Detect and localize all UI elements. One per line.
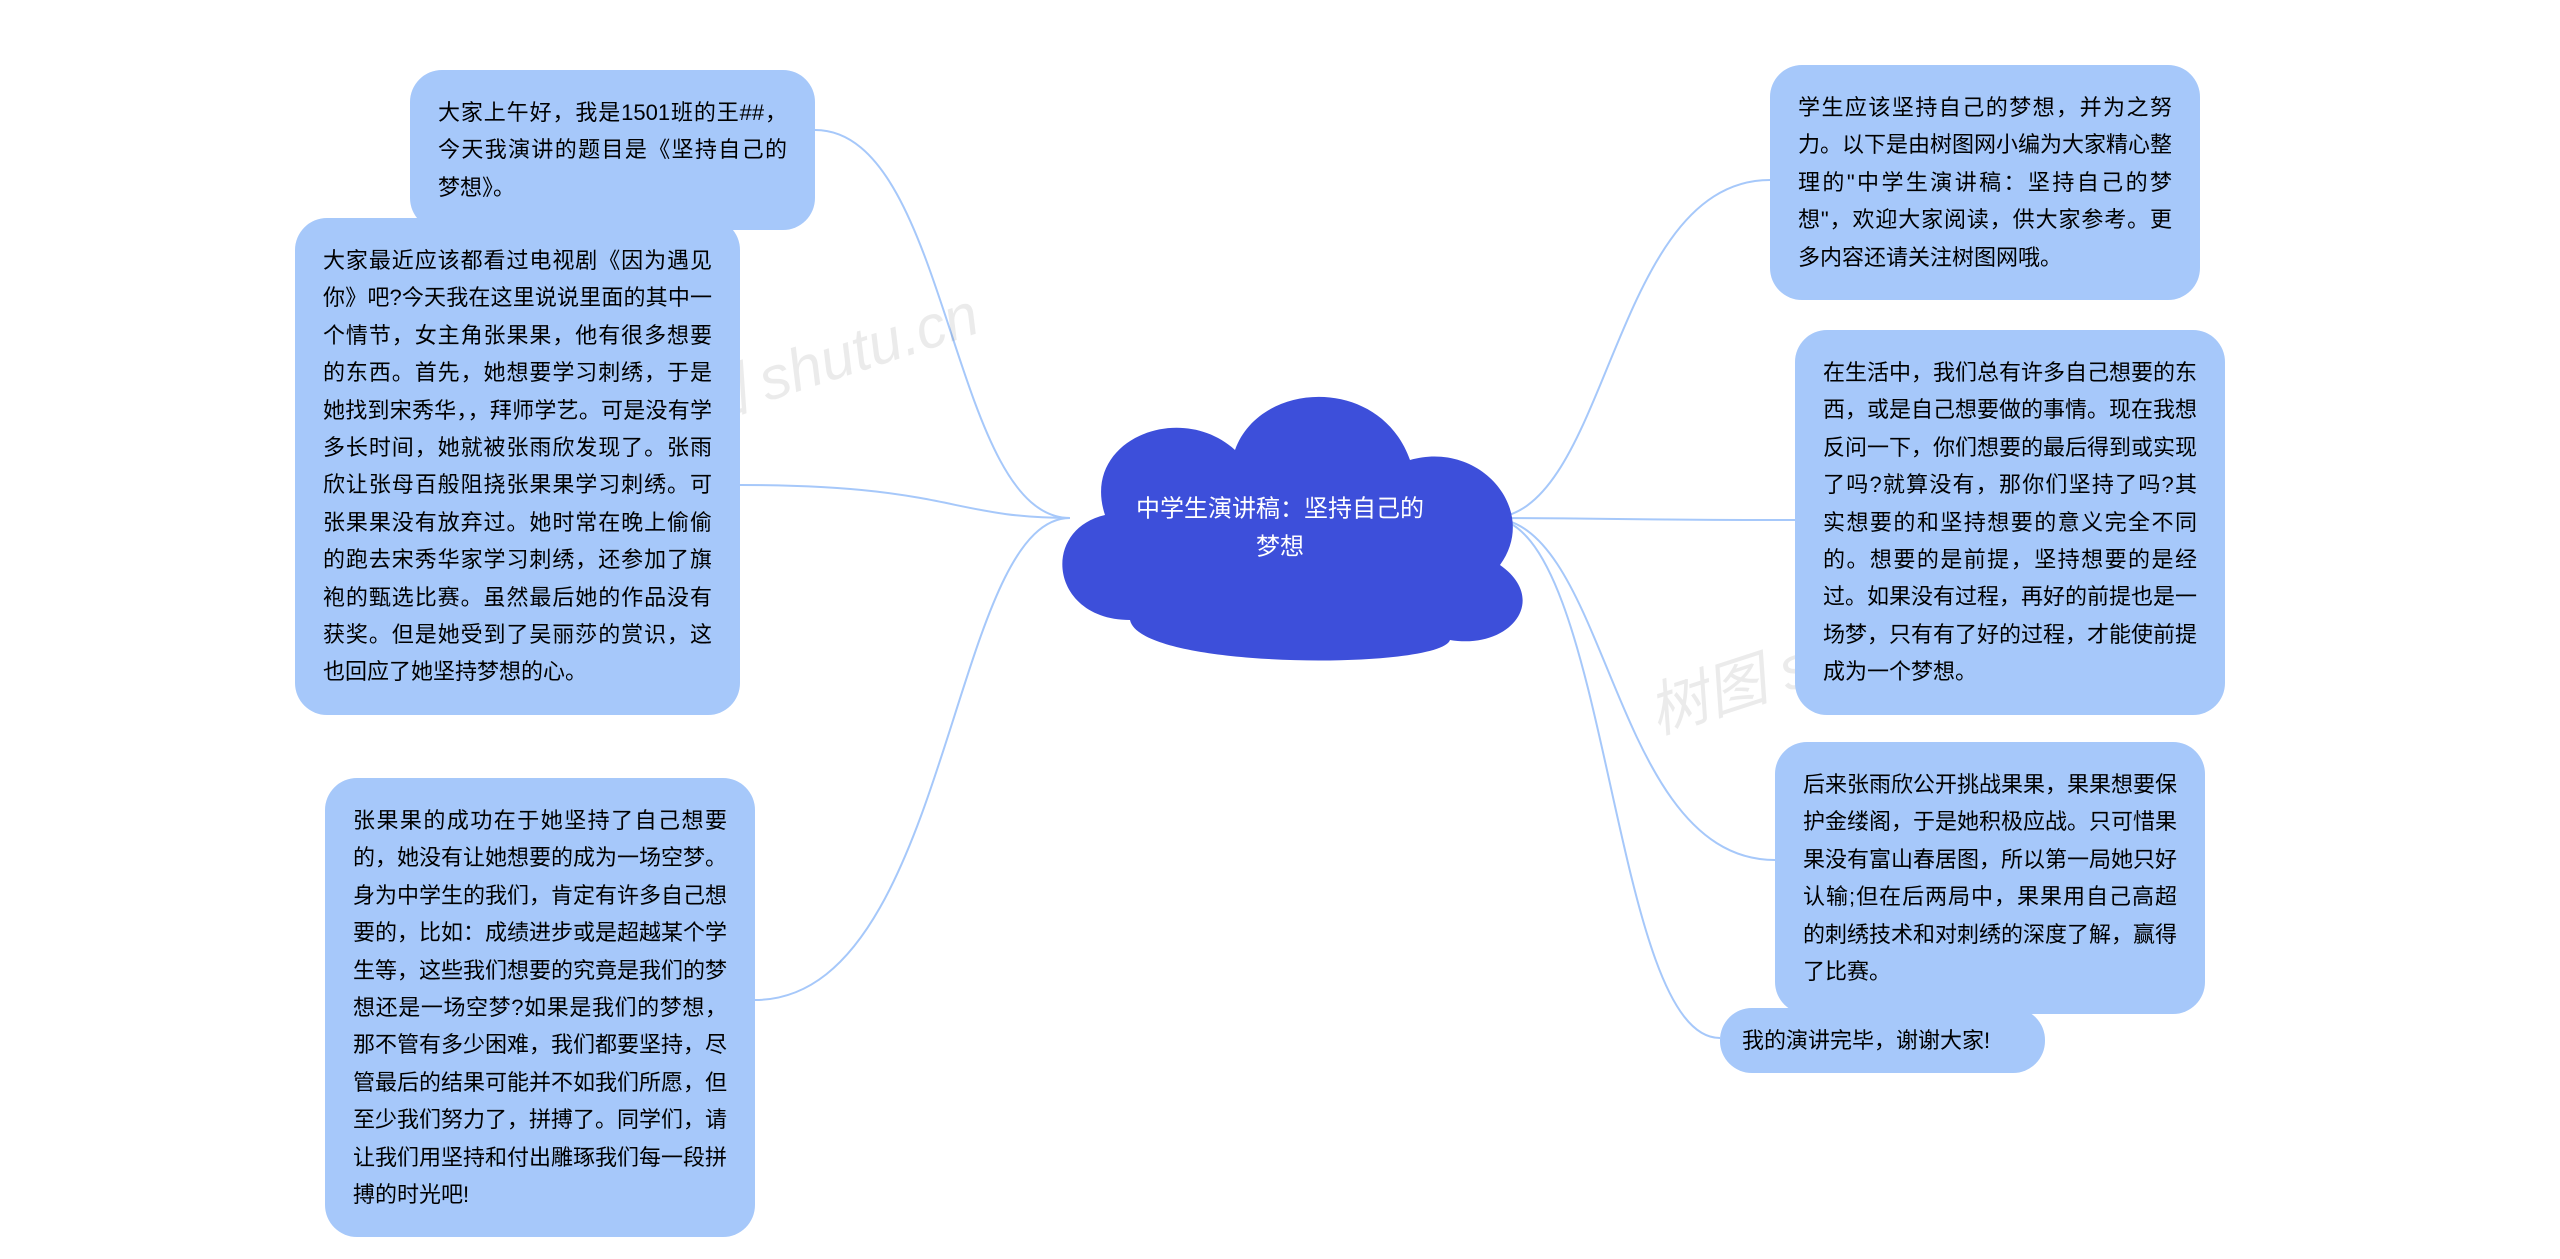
- left-node-3: 张果果的成功在于她坚持了自己想要的，她没有让她想要的成为一场空梦。身为中学生的我…: [325, 778, 755, 1237]
- left-node-1: 大家上午好，我是1501班的王##，今天我演讲的题目是《坚持自己的梦想》。: [410, 70, 815, 230]
- right-node-4: 我的演讲完毕，谢谢大家!: [1720, 1008, 2045, 1073]
- right-node-1: 学生应该坚持自己的梦想，并为之努力。以下是由树图网小编为大家精心整理的"中学生演…: [1770, 65, 2200, 300]
- right-node-3: 后来张雨欣公开挑战果果，果果想要保护金缕阁，于是她积极应战。只可惜果果没有富山春…: [1775, 742, 2205, 1014]
- mindmap-canvas: 树图 shutu.cn 树图 shutu.cn 大家上午好，我是1501班的王#…: [0, 0, 2560, 1259]
- center-cloud: 中学生演讲稿：坚持自己的梦想: [1010, 320, 1550, 680]
- right-node-2: 在生活中，我们总有许多自己想要的东西，或是自己想要做的事情。现在我想反问一下，你…: [1795, 330, 2225, 715]
- center-title: 中学生演讲稿：坚持自己的梦想: [1130, 490, 1430, 567]
- left-node-2: 大家最近应该都看过电视剧《因为遇见你》吧?今天我在这里说说里面的其中一个情节，女…: [295, 218, 740, 715]
